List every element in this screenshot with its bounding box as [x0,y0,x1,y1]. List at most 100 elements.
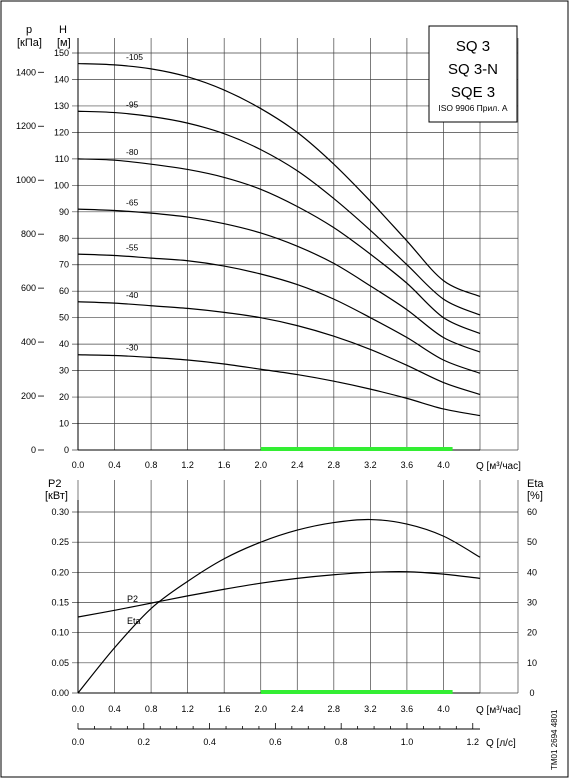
pressure-axis-symbol: p [26,24,32,36]
power-x-tick-label: 0.8 [145,704,158,714]
power-tick-label: 0.05 [51,658,69,668]
head-curve-label: -95 [126,100,139,110]
head-curve-label: -80 [126,147,139,157]
power-x-tick-label: 2.0 [254,704,267,714]
model-name-3: SQE 3 [451,84,495,101]
head-tick-label: 30 [59,366,69,376]
head-curve-label: -105 [126,52,143,62]
head-x-tick-label: 0.0 [72,460,85,470]
head-x-tick-label: 1.6 [218,460,231,470]
head-curves [77,62,481,417]
flow-lps-tick-label: 0.0 [72,737,85,747]
power-grid [72,480,519,694]
head-tick-label: 110 [55,154,69,164]
power-efficiency-curves [77,518,481,694]
head-x-tick-label: 0.4 [108,460,121,470]
power-x-tick-label: 0.0 [72,704,85,714]
flow-lps-tick-label: 0.6 [269,737,282,747]
power-axis-symbol: P2 [48,478,61,490]
eta-axis-unit: [%] [527,490,543,502]
power-x-tick-label: 4.0 [437,704,450,714]
eta-tick-label: 50 [527,537,537,547]
head-curve-label: -65 [126,197,139,207]
head-tick-label: 40 [59,339,69,349]
power-efficiency-chart: 0.000.050.100.150.200.250.300.0 0.4 0.8 1.2… [45,478,544,749]
standard-note: ISO 9906 Прил. А [438,103,508,113]
head-tick-label: 60 [59,286,69,296]
flow-lps-tick-label: 0.4 [203,737,216,747]
flow-lps-tick-label: 1.0 [401,737,414,747]
pressure-tick-label: 1200 [16,121,36,131]
power-x-tick-label: 2.4 [291,704,304,714]
head-tick-label: 120 [54,127,69,137]
head-tick-label: 50 [59,313,69,323]
eta-curve [77,518,481,694]
eta-tick-label: 0 [529,688,534,698]
head-tick-label: 90 [59,207,69,217]
power-tick-label: 0.10 [51,628,69,638]
power-tick-labels: 0.00 0.05 0.10 0.15 0.20 0.25 0.30 0.0 0.4 0.8 1.2… [51,507,449,714]
head-tick-label: 140 [54,74,69,84]
model-title-box: SQ 3 SQ 3-N SQE 3 ISO 9906 Прил. А [428,25,518,123]
head-curve-labels: -105 -95 -80 -65 -55 -40 -30 [126,52,143,353]
pressure-tick-label: 200 [21,391,36,401]
p2-curve [77,571,481,618]
pressure-tick-label: 400 [21,337,36,347]
pressure-tick-label: 1400 [16,67,36,77]
head-x-tick-label: 2.4 [291,460,304,470]
title-box-frame [428,25,518,123]
pressure-tick-label: 800 [21,229,36,239]
pressure-tick-label: 1000 [16,175,36,185]
eta-tick-labels: 0 10 20 30 40 50 60 [527,507,537,698]
head-x-tick-label: 3.6 [401,460,414,470]
drawing-code: TM01 2694 4801 [550,709,559,770]
eta-tick-label: 30 [527,598,537,608]
flow-lps-tick-label: 1.2 [467,737,480,747]
head-curve-label: -55 [126,242,139,252]
power-x-tick-label: 3.2 [364,704,377,714]
head-x-tick-label: 3.2 [364,460,377,470]
power-x-tick-label: 0.4 [108,704,121,714]
head-curve-n40 [77,301,481,395]
head-tick-label: 20 [59,392,69,402]
power-tick-label: 0.15 [51,598,69,608]
power-tick-label: 0.25 [51,537,69,547]
head-tick-label: 150 [54,48,69,58]
eta-curve-label: Eta [127,616,141,626]
head-x-tick-label: 4.0 [437,460,450,470]
head-curve-n30 [77,354,481,417]
model-name-1: SQ 3 [456,38,490,55]
flow-lps-tick-label: 0.8 [335,737,348,747]
power-x-axis-label: Q [м³/час] [476,705,521,716]
head-curve-label: -40 [126,290,139,300]
model-name-2: SQ 3-N [448,61,498,78]
head-curve-n95 [77,110,481,316]
power-x-tick-label: 1.6 [218,704,231,714]
head-x-tick-label: 1.2 [181,460,194,470]
head-axis-unit: [м] [57,37,71,49]
head-tick-labels: 0 10 20 30 40 50 60 70 80 90 100 110 120 130 140 150 0.0… [54,48,450,470]
eta-axis-symbol: Eta [527,478,544,490]
head-tick-label: 100 [54,180,69,190]
head-axis-symbol: H [59,24,67,36]
flow-lps-axis-label: Q [л/с] [486,738,516,749]
pressure-tick-label: 0 [31,445,36,455]
head-curve-label: -30 [126,343,139,353]
power-tick-label: 0.20 [51,567,69,577]
head-chart: 0 10 20 30 40 50 60 70 80 90 100 110 120 130 140 150 0.0… [16,24,521,472]
eta-tick-label: 10 [527,658,537,668]
head-tick-label: 130 [54,101,69,111]
power-tick-label: 0.30 [51,507,69,517]
eta-tick-label: 60 [527,507,537,517]
pressure-tick-label: 600 [21,283,36,293]
head-x-tick-label: 0.8 [145,460,158,470]
head-x-tick-label: 2.8 [328,460,341,470]
power-tick-label: 0.00 [51,688,69,698]
head-curve-n55 [77,253,481,374]
head-x-axis-label: Q [м³/час] [476,461,521,472]
head-curve-n105 [77,62,481,298]
head-tick-label: 0 [64,445,69,455]
head-x-tick-label: 2.0 [254,460,267,470]
head-curve-n65 [77,208,481,353]
